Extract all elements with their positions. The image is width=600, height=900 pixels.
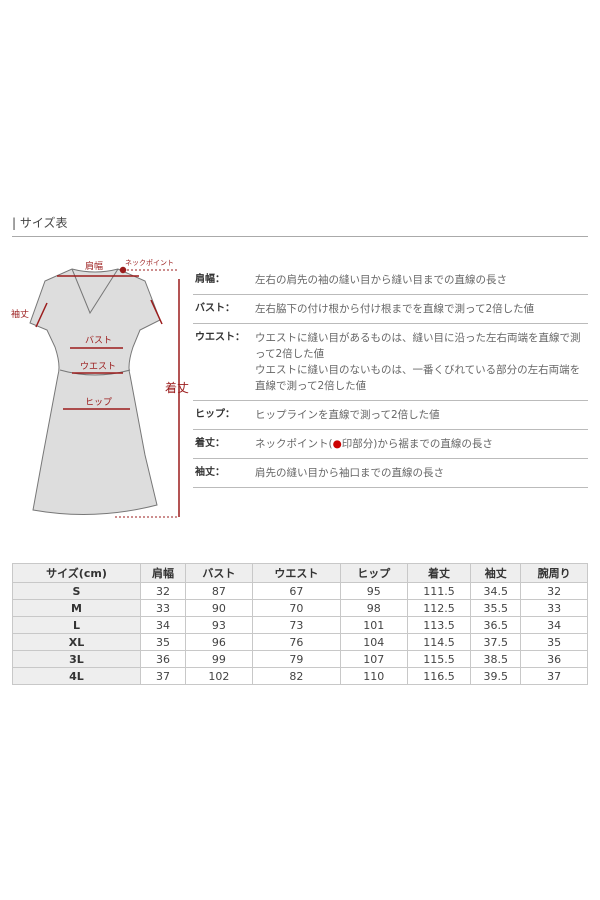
column-header: 袖丈: [470, 563, 522, 583]
column-header: サイズ(cm): [12, 563, 141, 583]
value-cell: 33: [520, 599, 588, 617]
size-table: サイズ(cm) 肩幅 バスト ウエスト ヒップ 着丈 袖丈 腕周り S 32 87 67 95 111.…: [12, 563, 588, 685]
value-cell: 93: [185, 616, 253, 634]
value-cell: 99: [185, 650, 253, 668]
label-hip: ヒップ: [85, 397, 112, 408]
size-cell: M: [12, 599, 141, 617]
value-cell: 101: [339, 616, 408, 634]
value-cell: 34: [139, 616, 187, 634]
value-cell: 116.5: [406, 667, 472, 685]
size-cell: 3L: [12, 650, 141, 668]
value-cell: 36: [520, 650, 588, 668]
neckline: [71, 268, 119, 315]
definition-shoulder: 肩幅： 左右の肩先の袖の縫い目から縫い目までの直線の長さ: [193, 266, 588, 295]
value-cell: 115.5: [406, 650, 472, 668]
definition-bust: バスト： 左右脇下の付け根から付け根までを直線で測って2倍した値: [193, 295, 588, 324]
value-cell: 73: [251, 616, 341, 634]
column-header: 肩幅: [139, 563, 187, 583]
value-cell: 36: [139, 650, 187, 668]
sleeve-arrow-left: [35, 302, 48, 328]
waist-seam: [59, 369, 131, 376]
label-length: 着丈: [165, 380, 189, 395]
value-cell: 111.5: [406, 582, 472, 600]
table-row: S 32 87 67 95 111.5 34.5 32: [12, 582, 588, 600]
value-cell: 37: [520, 667, 588, 685]
value-cell: 114.5: [406, 633, 472, 651]
value-cell: 37.5: [470, 633, 522, 651]
column-header: ウエスト: [251, 563, 341, 583]
value-cell: 104: [339, 633, 408, 651]
value-cell: 38.5: [470, 650, 522, 668]
table-row: 3L 36 99 79 107 115.5 38.5 36: [12, 650, 588, 668]
value-cell: 35.5: [470, 599, 522, 617]
value-cell: 79: [251, 650, 341, 668]
red-dot-icon: ●: [332, 438, 342, 450]
table-row: M 33 90 70 98 112.5 35.5 33: [12, 599, 588, 617]
value-cell: 35: [139, 633, 187, 651]
label-waist: ウエスト: [80, 361, 116, 372]
value-cell: 70: [251, 599, 341, 617]
column-header: ヒップ: [339, 563, 408, 583]
dress-diagram: 肩幅 ネックポイント 袖丈 バスト ウエスト ヒップ 着丈: [11, 259, 189, 518]
definition-length: 着丈： ネックポイント(●印部分)から裾までの直線の長さ: [193, 430, 588, 459]
column-header: 腕周り: [520, 563, 588, 583]
measurement-definitions: 肩幅： 左右の肩先の袖の縫い目から縫い目までの直線の長さ バスト： 左右脇下の付け根…: [193, 266, 588, 488]
value-cell: 110: [339, 667, 408, 685]
value-cell: 32: [520, 582, 588, 600]
table-row: L 34 93 73 101 113.5 36.5 34: [12, 616, 588, 634]
value-cell: 67: [251, 582, 341, 600]
value-cell: 76: [251, 633, 341, 651]
value-cell: 32: [139, 582, 187, 600]
value-cell: 95: [339, 582, 408, 600]
value-cell: 39.5: [470, 667, 522, 685]
table-row: XL 35 96 76 104 114.5 37.5 35: [12, 633, 588, 651]
label-bust: バスト: [85, 335, 112, 346]
definition-sleeve: 袖丈： 肩先の縫い目から袖口までの直線の長さ: [193, 459, 588, 488]
value-cell: 33: [139, 599, 187, 617]
column-header: バスト: [185, 563, 253, 583]
label-neck-point: ネックポイント: [125, 259, 174, 267]
value-cell: 34.5: [470, 582, 522, 600]
value-cell: 90: [185, 599, 253, 617]
value-cell: 113.5: [406, 616, 472, 634]
size-cell: 4L: [12, 667, 141, 685]
value-cell: 37: [139, 667, 187, 685]
value-cell: 82: [251, 667, 341, 685]
sleeve-arrow-right: [150, 299, 163, 325]
table-header-row: サイズ(cm) 肩幅 バスト ウエスト ヒップ 着丈 袖丈 腕周り: [12, 563, 588, 583]
value-cell: 102: [185, 667, 253, 685]
definition-hip: ヒップ： ヒップラインを直線で測って2倍した値: [193, 401, 588, 430]
value-cell: 87: [185, 582, 253, 600]
label-shoulder: 肩幅: [85, 260, 103, 272]
value-cell: 107: [339, 650, 408, 668]
size-cell: S: [12, 582, 141, 600]
definition-waist: ウエスト： ウエストに縫い目があるものは、縫い目に沿った左右両端を直線で測って2倍…: [193, 324, 588, 401]
value-cell: 36.5: [470, 616, 522, 634]
value-cell: 98: [339, 599, 408, 617]
label-sleeve: 袖丈: [11, 308, 29, 320]
size-cell: XL: [12, 633, 141, 651]
column-header: 着丈: [406, 563, 472, 583]
value-cell: 112.5: [406, 599, 472, 617]
value-cell: 35: [520, 633, 588, 651]
size-cell: L: [12, 616, 141, 634]
section-title: | サイズ表: [12, 216, 68, 230]
value-cell: 96: [185, 633, 253, 651]
table-row: 4L 37 102 82 110 116.5 39.5 37: [12, 667, 588, 685]
value-cell: 34: [520, 616, 588, 634]
divider: [12, 236, 588, 237]
